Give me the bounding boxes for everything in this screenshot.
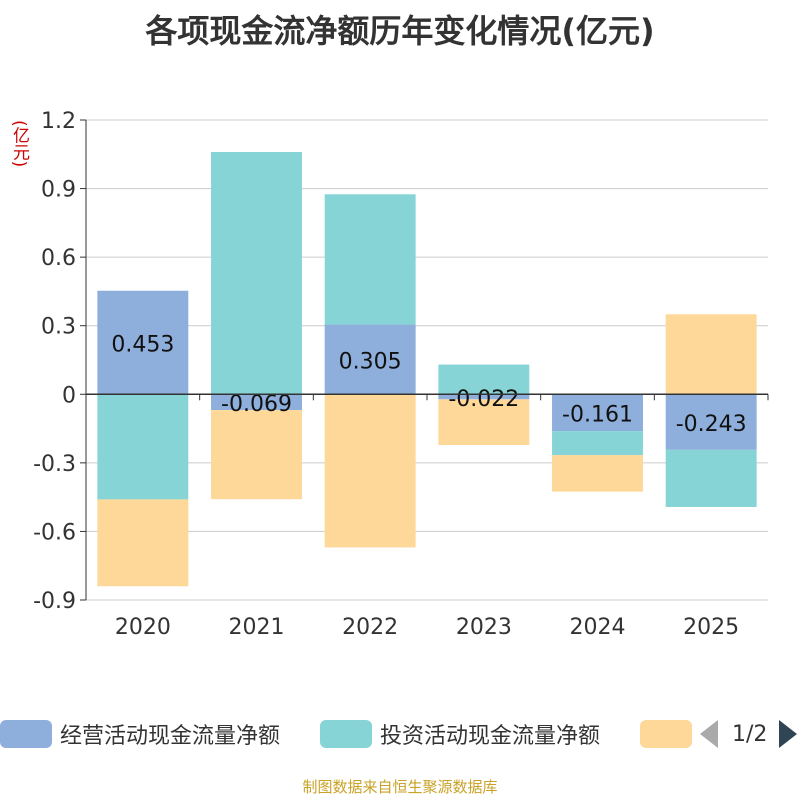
bar-series1 bbox=[665, 394, 757, 450]
y-tick-label: 0.9 bbox=[41, 178, 76, 203]
legend-item-financing[interactable] bbox=[640, 716, 700, 752]
data-label: -0.243 bbox=[676, 412, 747, 437]
bar-series2 bbox=[438, 364, 530, 395]
x-tick-label: 2021 bbox=[229, 615, 285, 640]
legend-item-investing[interactable]: 投资活动现金流量净额 bbox=[320, 716, 600, 752]
x-tick-label: 2022 bbox=[342, 615, 398, 640]
y-tick-label: 0.3 bbox=[41, 315, 76, 340]
legend-prev-icon[interactable] bbox=[700, 720, 718, 748]
legend-swatch-financing bbox=[640, 720, 692, 748]
y-tick-label: 1.2 bbox=[41, 109, 76, 134]
data-label: -0.161 bbox=[562, 403, 633, 428]
legend-swatch-investing bbox=[320, 720, 372, 748]
bar-series3 bbox=[211, 410, 302, 500]
legend-next-icon[interactable] bbox=[779, 720, 798, 748]
chart-plot: 1.2 0.9 0.6 0.3 0 -0.3 -0.6 -0.9 0.453 -0.069 0.30… bbox=[33, 109, 769, 640]
bar-series1 bbox=[97, 290, 189, 395]
legend-label-operating: 经营活动现金流量净额 bbox=[60, 724, 281, 749]
bar-series1 bbox=[552, 394, 643, 432]
bar-series3 bbox=[324, 394, 416, 548]
data-label: 0.453 bbox=[111, 333, 174, 358]
y-tick-label: -0.3 bbox=[33, 452, 76, 477]
chart-title: 各项现金流净额历年变化情况(亿元) bbox=[145, 12, 655, 50]
bar-series3 bbox=[665, 314, 757, 395]
bar-series2 bbox=[324, 194, 416, 325]
y-tick-label: 0 bbox=[62, 383, 76, 408]
bar-series2 bbox=[552, 431, 643, 456]
data-label: -0.022 bbox=[448, 387, 519, 412]
bar-series3 bbox=[97, 499, 189, 587]
data-source-note: 制图数据来自恒生聚源数据库 bbox=[302, 778, 498, 796]
data-label: -0.069 bbox=[221, 392, 292, 417]
x-tick-label: 2025 bbox=[683, 615, 739, 640]
legend-page-indicator: 1/2 bbox=[732, 721, 768, 747]
legend-item-operating[interactable]: 经营活动现金流量净额 bbox=[0, 716, 280, 752]
x-tick-label: 2023 bbox=[456, 615, 512, 640]
y-tick-label: -0.6 bbox=[33, 520, 76, 545]
legend-swatch-operating bbox=[0, 720, 52, 748]
x-tick-label: 2020 bbox=[115, 615, 171, 640]
bar-series1 bbox=[438, 394, 530, 400]
x-tick-label: 2024 bbox=[570, 615, 626, 640]
y-tick-label: -0.9 bbox=[33, 589, 76, 614]
bar-series1 bbox=[324, 324, 416, 395]
y-axis-unit: (亿元) bbox=[9, 120, 29, 168]
bar-series1 bbox=[211, 394, 302, 411]
bar-series3 bbox=[438, 399, 530, 446]
bar-series2 bbox=[665, 449, 757, 507]
legend-label-investing: 投资活动现金流量净额 bbox=[380, 724, 601, 749]
legend: 经营活动现金流量净额 投资活动现金流量净额 bbox=[0, 716, 800, 756]
bar-series2 bbox=[211, 152, 302, 395]
bar-series3 bbox=[552, 455, 643, 492]
bar-series2 bbox=[97, 394, 189, 500]
data-label: 0.305 bbox=[339, 349, 402, 374]
y-tick-label: 0.6 bbox=[41, 246, 76, 271]
legend-pager: 1/2 bbox=[700, 716, 800, 752]
